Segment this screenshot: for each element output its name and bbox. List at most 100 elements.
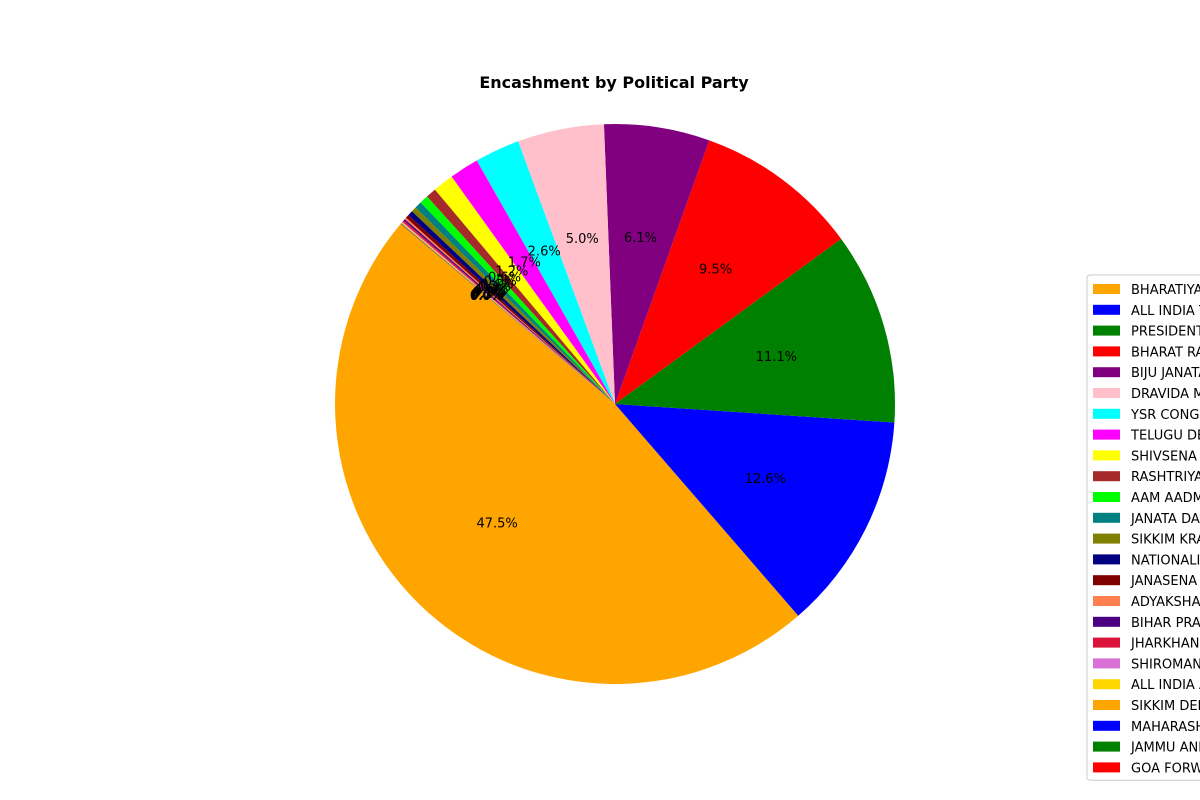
legend-swatch	[1093, 367, 1120, 378]
slice-percent-label: 12.6%	[745, 472, 786, 487]
legend-entry: SIKKIM DEMOCRATIC FRONT	[1131, 699, 1200, 714]
legend-swatch	[1093, 616, 1120, 627]
legend-entry: RASHTRIYA JANATA DAL	[1131, 470, 1200, 485]
slice-percent-label: 0.0%	[470, 289, 503, 304]
legend-entry: BIJU JANATA DAL	[1131, 366, 1200, 381]
legend-entry: JHARKHAND MUKTI MORCHA	[1130, 637, 1200, 652]
pie-slice	[615, 238, 896, 423]
legend-entry: JANASENA PARTY	[1130, 574, 1200, 589]
pie-slice	[401, 223, 615, 404]
legend-swatch	[1093, 554, 1120, 565]
legend-entry: ADYAKSHA SAMAJVADI PARTY	[1131, 595, 1200, 610]
legend-swatch	[1093, 450, 1120, 461]
legend-swatch	[1093, 762, 1120, 773]
legend-swatch	[1093, 304, 1120, 315]
pie-slice	[434, 176, 615, 404]
pie-slices	[335, 124, 896, 684]
legend-swatch	[1093, 533, 1120, 544]
legend-entry: TELUGU DESAM PARTY	[1130, 429, 1200, 444]
pie-slice	[518, 124, 615, 404]
pie-slice	[615, 404, 895, 616]
legend-box	[1086, 274, 1200, 781]
pie-slice	[415, 202, 615, 404]
legend-entry: BHARATIYA JANATA PARTY	[1131, 283, 1200, 298]
slice-percent-label: 0.2%	[474, 284, 507, 299]
pie-slice	[603, 124, 710, 404]
legend-swatch	[1093, 637, 1120, 648]
slice-percent-label: 0.1%	[471, 287, 504, 302]
legend-swatch	[1093, 741, 1120, 752]
pie-slice	[401, 221, 615, 404]
slice-percent-label: 1.7%	[508, 256, 541, 271]
pie-slice	[451, 160, 615, 404]
legend-entry: BIHAR PRADESH JANTA DAL	[1131, 616, 1200, 631]
legend-swatch	[1093, 471, 1120, 482]
pie-percent-labels: 47.5%12.6%11.1%9.5%6.1%5.0%2.6%1.7%1.2%0…	[470, 231, 797, 532]
slice-percent-label: 0.0%	[470, 289, 503, 304]
legend-entry: JAMMU AND KASHMIR NATIONAL CONFERENCE	[1130, 741, 1200, 756]
legend-swatch	[1093, 429, 1120, 440]
legend-entry: DRAVIDA MUNNETRA KAZHAGAM	[1131, 387, 1200, 402]
legend-swatch	[1093, 388, 1120, 398]
pie-slice	[420, 196, 615, 404]
legend-swatch	[1093, 720, 1120, 731]
legend-swatch	[1093, 679, 1120, 690]
slice-percent-label: 11.1%	[756, 350, 797, 365]
legend-entry: GOA FORWARD PARTY	[1131, 761, 1200, 776]
pie-slice	[400, 223, 615, 404]
slice-percent-label: 0.3%	[478, 280, 511, 295]
slice-percent-label: 0.1%	[473, 286, 506, 301]
pie-slice	[335, 224, 799, 684]
legend-entry: SIKKIM KRANTIKARI MORCHA	[1131, 533, 1200, 548]
pie-slice	[405, 215, 615, 404]
slice-percent-label: 0.4%	[480, 278, 513, 293]
legend-entry: JANATA DAL ( SECULAR )	[1130, 512, 1200, 527]
slice-percent-label: 2.6%	[528, 245, 561, 260]
pie-slice	[411, 207, 615, 404]
slice-percent-label: 0.0%	[470, 289, 503, 304]
slice-percent-label: 0.6%	[488, 270, 521, 285]
slice-percent-label: 0.0%	[471, 288, 504, 303]
pie-slice	[426, 189, 615, 404]
slice-percent-label: 0.1%	[472, 286, 505, 301]
slice-percent-label: 1.2%	[495, 264, 528, 279]
legend-swatch	[1093, 700, 1120, 710]
legend-entry: SHIVSENA	[1131, 449, 1197, 464]
slice-percent-label: 0.0%	[470, 289, 503, 304]
pie-slice	[476, 141, 615, 405]
legend-swatch	[1093, 575, 1120, 586]
legend-swatch	[1093, 512, 1120, 523]
legend: BHARATIYA JANATA PARTY ALL INDIA TRINAMOO…	[1086, 274, 1200, 781]
slice-percent-label: 0.0%	[470, 288, 503, 303]
pie-slice	[403, 219, 615, 404]
legend-entry: MAHARASHTRAWADI GOMNTAK PARTY	[1131, 720, 1200, 735]
slice-percent-label: 9.5%	[699, 262, 732, 277]
pie-slice	[401, 222, 615, 404]
legend-entry: ALL INDIA ANNA DRAVIDA MUNNETRA KAZHAGAM	[1131, 678, 1200, 693]
legend-entry: PRESIDENT, ALL INDIA CONGRESS COMMITTEE	[1131, 325, 1200, 340]
pie-slice	[408, 211, 615, 404]
pie-slice	[400, 223, 615, 404]
legend-swatch	[1093, 408, 1120, 419]
legend-entry: ALL INDIA TRINAMOOL CONGRESS	[1131, 304, 1200, 319]
slice-percent-label: 47.5%	[476, 517, 517, 532]
legend-swatch	[1093, 596, 1120, 606]
legend-entry: SHIROMANI AKALI DAL	[1131, 657, 1200, 672]
pie-slice	[400, 223, 615, 404]
legend-swatch	[1093, 346, 1120, 357]
pie-slice	[402, 220, 615, 404]
legend-swatch	[1093, 284, 1120, 294]
legend-entry: BHARAT RASHTRA SAMITHI	[1131, 345, 1200, 360]
legend-entry: AAM AADMI PARTY	[1131, 491, 1200, 506]
slice-percent-label: 0.3%	[476, 283, 509, 298]
pie-slice	[615, 140, 842, 405]
legend-swatch	[1093, 492, 1120, 502]
slice-percent-label: 6.1%	[624, 231, 657, 246]
legend-entry: YSR CONGRESS PARTY	[1130, 408, 1200, 423]
slice-percent-label: 0.5%	[484, 274, 517, 289]
chart-title: Encashment by Political Party	[479, 73, 749, 92]
legend-swatch	[1093, 325, 1120, 336]
legend-entry: NATIONALIST CONGRESS PARTY	[1131, 553, 1200, 568]
legend-swatch	[1093, 658, 1120, 669]
